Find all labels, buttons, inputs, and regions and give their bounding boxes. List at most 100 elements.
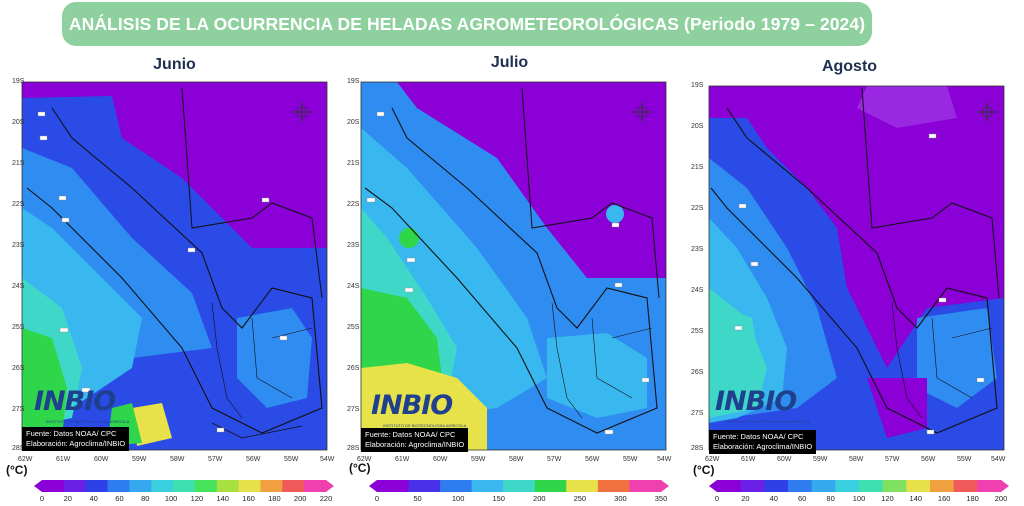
colorbar-cell (930, 480, 955, 492)
lon-label: 56W (921, 456, 936, 463)
title-banner: ANÁLISIS DE LA OCURRENCIA DE HELADAS AGR… (62, 2, 872, 46)
lat-label: 21S (691, 164, 704, 171)
colorbar-tick-label: 150 (492, 494, 505, 503)
colorbar-tick-label: 20 (63, 494, 72, 503)
lon-label: 55W (957, 456, 972, 463)
source-credit: Elaboración: Agroclima/INBIO (365, 440, 465, 449)
map-panel-junio: Junio (6, 52, 337, 503)
lon-label: 60W (777, 456, 792, 463)
map-panel-julio: Julio (347, 52, 672, 503)
lat-label: 19S (347, 78, 360, 85)
lon-label: 62W (705, 456, 720, 463)
colorbar-cell (906, 480, 931, 492)
colorbar-tick-label: 200 (994, 494, 1008, 503)
colorbar-cell (238, 480, 261, 492)
colorbar-tick-label: 140 (909, 494, 923, 503)
colorbar-tick-label: 140 (216, 494, 229, 503)
colorbar-cell (408, 480, 441, 492)
lon-label: 58W (509, 456, 524, 463)
colorbar-cell (859, 480, 884, 492)
unit-label: (°C) (6, 463, 28, 477)
source-line: Fuente: Datos NOAA/ CPC (365, 430, 456, 439)
lat-label: 24S (347, 283, 360, 290)
colorbar-junio (34, 480, 334, 492)
lat-label: 24S (691, 287, 704, 294)
colorbar-tick-label: 0 (714, 494, 720, 503)
colorbar-cell (597, 480, 630, 492)
colorbar-tick-label: 180 (268, 494, 281, 503)
lat-label: 23S (12, 242, 25, 249)
colorbar-cell (629, 480, 662, 492)
colorbar-tick-label: 350 (654, 494, 668, 503)
inbio-logo: INBIO (371, 390, 453, 421)
colorbar-cell (107, 480, 130, 492)
colorbar-tick-label: 300 (614, 494, 627, 503)
map-panel-agosto: Agosto (687, 52, 1012, 503)
colorbar-cell (764, 480, 789, 492)
lat-label: 27S (691, 410, 704, 417)
lon-label: 57W (547, 456, 562, 463)
lat-label: 28S (347, 445, 360, 452)
lat-label: 20S (347, 119, 360, 126)
lat-label: 25S (691, 328, 704, 335)
lon-label: 60W (94, 456, 109, 463)
colorbar-arrow-left (369, 480, 377, 492)
colorbar-tick-label: 0 (39, 494, 45, 503)
lon-label: 59W (471, 456, 486, 463)
colorbar-tick-label: 180 (966, 494, 979, 503)
lat-label: 19S (12, 78, 25, 85)
map-junio (12, 78, 337, 454)
colorbar-cell (282, 480, 305, 492)
lon-label: 58W (849, 456, 864, 463)
lat-label: 26S (691, 369, 704, 376)
lat-label: 24S (12, 283, 25, 290)
lon-label: 61W (395, 456, 410, 463)
panel-title: Julio (490, 54, 529, 71)
lon-label: 54W (657, 456, 672, 463)
colorbar-cell (129, 480, 152, 492)
colorbar-cell (440, 480, 473, 492)
lat-label: 20S (691, 123, 704, 130)
source-credit: Elaboración: Agroclima/INBIO (713, 442, 813, 451)
lat-label: 22S (691, 205, 704, 212)
colorbar-cell (811, 480, 836, 492)
colorbar-tick-label: 100 (852, 494, 866, 503)
colorbar-cell (882, 480, 907, 492)
colorbar-cell (260, 480, 283, 492)
lon-label: 54W (320, 456, 335, 463)
colorbar-cell (717, 480, 742, 492)
lon-label: 61W (741, 456, 756, 463)
colorbar-ticks: 0 20 40 60 80 100 120 140 160 180 200 (687, 494, 1012, 506)
lon-label: 61W (56, 456, 71, 463)
inbio-logo-subtitle: INSTITUTO DE BIOTECNOLOGÍA AGRÍCOLA (727, 419, 811, 424)
colorbar-tick-label: 200 (293, 494, 307, 503)
lon-label: 59W (813, 456, 828, 463)
lon-label: 62W (18, 456, 33, 463)
map-frame: 19S 20S 21S 22S 23S 24S 25S 26S 27S 28S … (687, 78, 1012, 463)
colorbar-tick-label: 60 (115, 494, 124, 503)
lat-label: 22S (347, 201, 360, 208)
colorbar-cell (42, 480, 65, 492)
colorbar-cell (740, 480, 765, 492)
unit-label: (°C) (693, 463, 715, 477)
source-box: Fuente: Datos NOAA/ CPC Elaboración: Agr… (22, 427, 130, 451)
inbio-logo: INBIO (715, 386, 797, 417)
colorbar-arrow-left (709, 480, 717, 492)
colorbar-tick-label: 120 (190, 494, 204, 503)
colorbar-ticks: 0 50 100 150 200 250 300 350 (347, 494, 672, 506)
lon-label: 58W (170, 456, 185, 463)
lat-label: 22S (12, 201, 25, 208)
map-frame: 19S 20S 21S 22S 23S 24S 25S 26S 27S 28S … (12, 78, 337, 463)
lat-label: 25S (12, 324, 25, 331)
lat-label: 21S (347, 160, 360, 167)
lat-label: 19S (691, 82, 704, 89)
colorbar-cell (63, 480, 87, 492)
colorbar-tick-label: 40 (89, 494, 98, 503)
lat-label: 27S (12, 406, 25, 413)
colorbar-cell (977, 480, 1002, 492)
colorbar-tick-label: 60 (798, 494, 807, 503)
colorbar-tick-label: 50 (413, 494, 422, 503)
source-credit: Elaboración: Agroclima/INBIO (26, 439, 126, 448)
colorbar-tick-label: 160 (242, 494, 255, 503)
lon-label: 55W (623, 456, 638, 463)
